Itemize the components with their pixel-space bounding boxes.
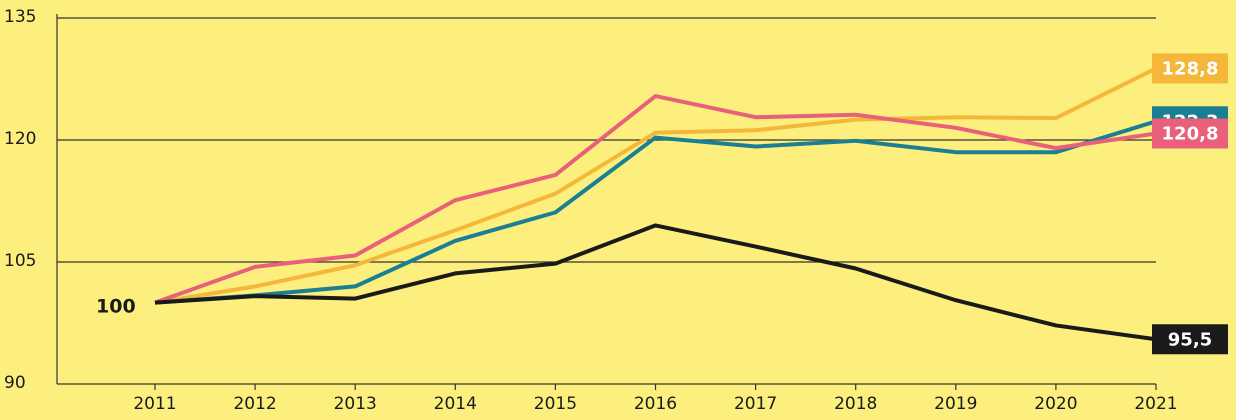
series-line [154, 119, 1157, 305]
x-tick-label: 2019 [934, 394, 977, 414]
x-tick-label: 2014 [434, 394, 477, 414]
x-tick-label: 2013 [334, 394, 377, 414]
end-label: 120,8 [1162, 123, 1219, 144]
x-tick-label: 2021 [1134, 394, 1177, 414]
y-tick-label: 90 [4, 373, 26, 393]
x-tick-label: 2017 [734, 394, 777, 414]
end-label: 128,8 [1162, 58, 1219, 79]
x-tick-label: 2015 [534, 394, 577, 414]
y-tick-label: 105 [4, 251, 36, 271]
y-tick-label: 135 [4, 7, 36, 27]
series-line [154, 223, 1157, 342]
x-tick-label: 2020 [1034, 394, 1077, 414]
x-tick-label: 2012 [233, 394, 276, 414]
series-line [154, 94, 1157, 305]
series-line [154, 66, 1157, 305]
end-label: 95,5 [1168, 329, 1212, 350]
start-annotation: 100 [96, 296, 136, 318]
y-tick-label: 120 [4, 129, 36, 149]
end-label-box [1152, 118, 1228, 149]
end-label-box [1152, 53, 1228, 84]
x-tick-label: 2018 [834, 394, 877, 414]
end-label-box [1152, 324, 1228, 355]
x-tick-label: 2016 [634, 394, 677, 414]
x-tick-label: 2011 [133, 394, 176, 414]
